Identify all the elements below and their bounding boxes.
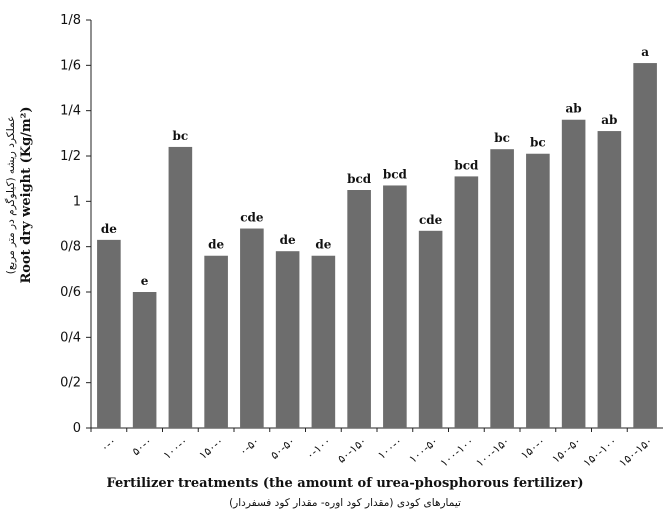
bar	[597, 131, 622, 429]
x-tick-label: ۵۰-۰	[130, 434, 155, 458]
bar	[454, 176, 479, 428]
bar	[132, 292, 157, 428]
bar	[204, 255, 228, 428]
y-tick-label: 0	[73, 421, 81, 436]
y-tick-label: 1/8	[60, 13, 81, 28]
bar-label: e	[141, 274, 149, 288]
bar	[526, 153, 550, 428]
bar	[418, 230, 443, 428]
y-tick-label: 0/2	[60, 376, 81, 391]
y-tick-label: 0/6	[60, 285, 81, 300]
x-axis-subtitle: تیمارهای کودی (مقدار کود اوره- مقدار کود…	[229, 497, 461, 509]
y-tick-label: 0/8	[60, 240, 81, 255]
x-tick-label: ۰-۰	[98, 434, 118, 454]
bar-label: bcd	[454, 158, 479, 172]
x-tick-label: ۵۰-۱۵۰	[335, 434, 369, 466]
bar	[311, 255, 336, 428]
bar-label: bc	[173, 129, 189, 143]
x-tick-label: ۱۵۰-۱۵۰	[616, 434, 655, 469]
bar-label: a	[641, 45, 649, 59]
y-tick-label: 1/4	[60, 104, 81, 119]
bar-label: de	[280, 233, 296, 247]
bar	[490, 149, 514, 428]
bar-label: de	[101, 222, 117, 236]
x-tick-label: ۱۰۰-۱۰۰	[438, 434, 477, 469]
x-tick-label: ۱۵۰-۵۰	[550, 434, 584, 466]
x-tick-label: ۱۵۰-۰	[197, 434, 227, 462]
x-tick-label: ۱۰۰-۱۵۰	[473, 434, 512, 469]
x-tick-label: ۱۵۰-۰	[518, 434, 548, 462]
x-tick-label: ۱۰۰-۰	[375, 434, 405, 462]
y-tick-label: 1	[73, 194, 81, 209]
y-axis-subtitle: عملکرد ریشه (کیلوگرم در متر مربع)	[4, 116, 17, 275]
x-tick-label: ۱۰۰-۵۰	[407, 434, 441, 466]
bar-label: bc	[530, 136, 546, 150]
x-tick-label: ۱۰۰-۰	[161, 434, 191, 462]
y-axis-title: Root dry weight (Kg/m²)	[19, 106, 34, 283]
bar	[383, 185, 407, 428]
bar-label: ab	[566, 102, 582, 116]
bar-label: de	[208, 238, 224, 252]
bar	[97, 239, 121, 428]
bar	[561, 119, 586, 428]
bar	[633, 63, 657, 429]
x-tick-label: ۵۰-۵۰	[268, 434, 298, 462]
bar-label: bcd	[383, 167, 408, 181]
y-tick-label: 1/2	[60, 149, 81, 164]
bar-label: bcd	[347, 172, 372, 186]
bar-label: cde	[419, 213, 443, 227]
bar	[275, 251, 300, 428]
bar-label: de	[315, 238, 331, 252]
plot-area: 0 0/2 0/4 0/6 0/8 1 1/2 1/4 1/6 1/8 de ۰-۰ e ۵۰-۰ bc ۱۰…	[60, 13, 663, 470]
x-tick-label: ۱۵۰-۱۰۰	[581, 434, 620, 469]
x-tick-label: ۰-۱۰۰	[304, 434, 334, 462]
x-tick-label: ۰-۵۰	[237, 434, 262, 458]
bar	[168, 146, 193, 428]
y-tick-label: 0/4	[60, 330, 81, 345]
bar-label: ab	[601, 113, 617, 127]
y-tick-label: 1/6	[60, 58, 81, 73]
bar-label: bc	[494, 131, 510, 145]
bar	[347, 190, 371, 428]
bar	[240, 228, 264, 428]
bar-label: cde	[240, 211, 264, 225]
x-axis-title: Fertilizer treatments (the amount of ure…	[107, 476, 584, 491]
